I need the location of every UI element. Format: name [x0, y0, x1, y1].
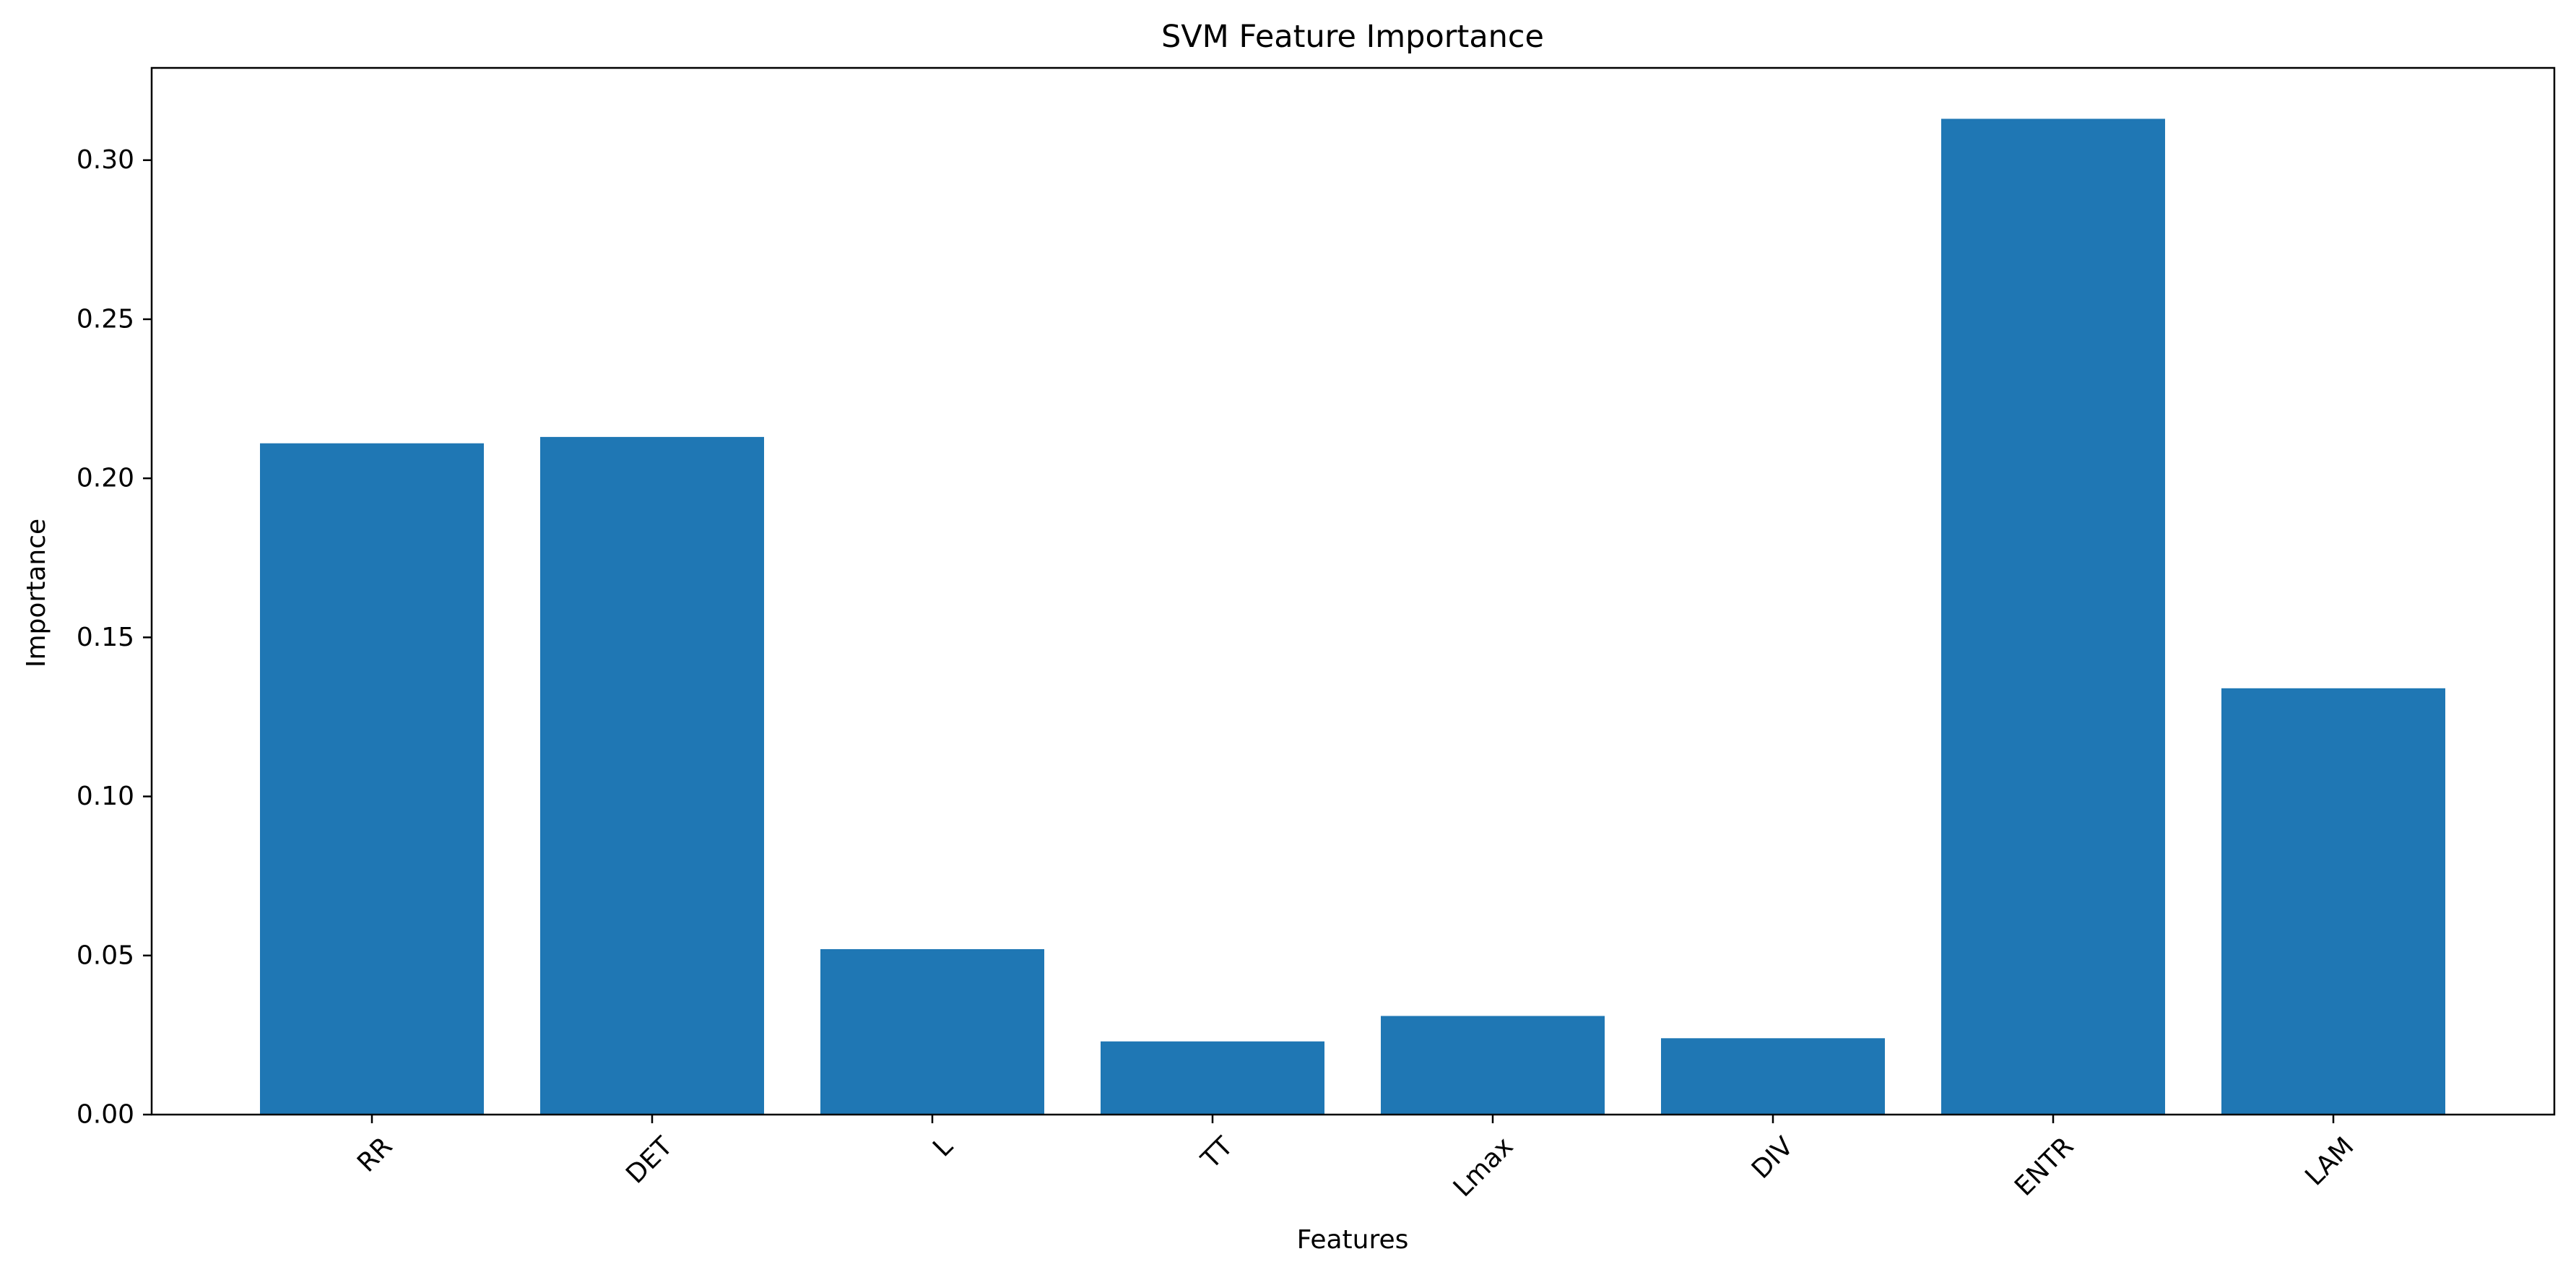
y-tick-label: 0.05 — [77, 940, 134, 970]
y-tick-label: 0.20 — [77, 464, 134, 493]
bar-rr — [260, 443, 484, 1115]
x-tick-label-lmax: Lmax — [1448, 1131, 1519, 1203]
chart-title: SVM Feature Importance — [1161, 19, 1544, 55]
x-tick-label-entr: ENTR — [2009, 1131, 2079, 1201]
y-axis-label: Importance — [22, 519, 51, 667]
x-tick-label-lam: LAM — [2299, 1131, 2359, 1191]
y-tick-label: 0.00 — [77, 1100, 134, 1130]
x-axis-label: Features — [1297, 1225, 1409, 1255]
x-tick-label-det: DET — [620, 1131, 679, 1190]
y-tick-label: 0.10 — [77, 782, 134, 811]
bar-div — [1661, 1038, 1885, 1115]
bar-lam — [2221, 688, 2445, 1115]
y-axis: 0.00 0.05 0.10 0.15 0.20 0.25 0.30 — [77, 145, 152, 1130]
y-tick-label: 0.30 — [77, 145, 134, 175]
bar-det — [540, 436, 764, 1115]
x-tick-label-rr: RR — [352, 1131, 398, 1177]
x-axis: RR DET L TT Lmax DIV ENTR LAM — [352, 1115, 2359, 1203]
y-tick-label: 0.15 — [77, 623, 134, 652]
plot-frame — [150, 66, 2556, 1116]
y-tick-label: 0.25 — [77, 304, 134, 334]
x-tick-label-l: L — [927, 1131, 958, 1162]
x-tick-label-div: DIV — [1746, 1131, 1800, 1185]
x-tick-label-tt: TT — [1195, 1131, 1239, 1175]
bar-l — [820, 948, 1044, 1115]
bar-lmax — [1381, 1016, 1605, 1115]
plot-area — [150, 66, 2556, 1116]
bar-entr — [1941, 118, 2165, 1115]
bar-tt — [1101, 1041, 1324, 1115]
